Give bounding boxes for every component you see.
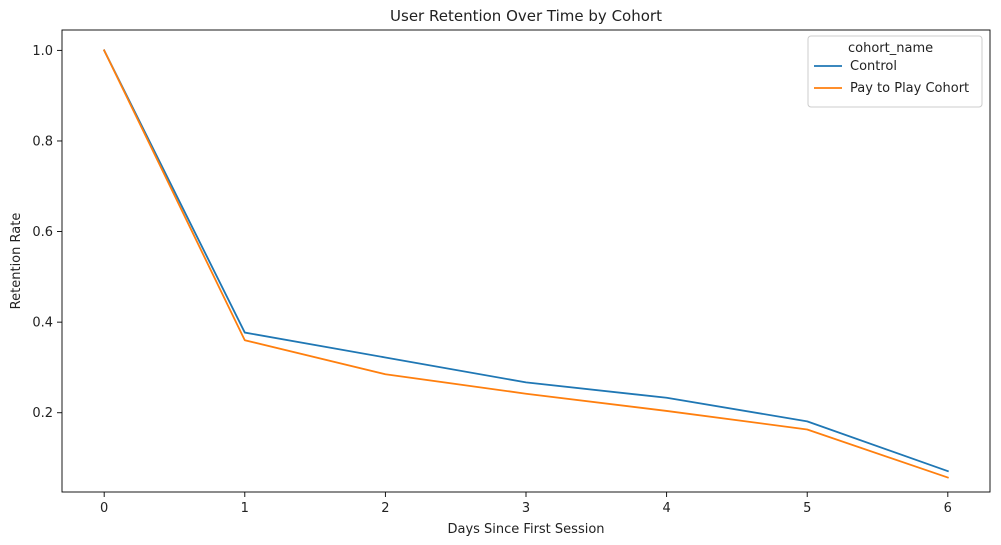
chart-title: User Retention Over Time by Cohort — [390, 7, 662, 25]
y-tick-label: 0.6 — [32, 225, 53, 240]
y-tick-label: 0.8 — [32, 134, 53, 149]
x-tick-label: 1 — [241, 501, 249, 516]
series-line-1 — [102, 49, 949, 473]
x-tick-label: 5 — [803, 501, 811, 516]
x-tick-label: 3 — [522, 501, 530, 516]
series-layer — [102, 49, 949, 479]
x-tick-label: 4 — [662, 501, 670, 516]
x-tick-label: 6 — [944, 501, 952, 516]
legend-title: cohort_name — [848, 41, 933, 56]
x-tick-label: 2 — [381, 501, 389, 516]
y-tick-label: 0.4 — [32, 316, 53, 331]
legend: cohort_name Control Pay to Play Cohort — [807, 35, 983, 108]
y-axis-label: Retention Rate — [9, 213, 24, 310]
y-tick-label: 1.0 — [32, 44, 53, 59]
series-line-2 — [102, 49, 949, 479]
ticks-layer: 0 1 2 3 4 5 6 0.2 0.4 0.6 0.8 1.0 — [32, 44, 952, 516]
y-tick-label: 0.2 — [32, 406, 53, 421]
legend-entry-label: Pay to Play Cohort — [850, 81, 969, 96]
x-tick-label: 0 — [100, 501, 108, 516]
legend-box — [807, 35, 983, 108]
x-axis-label: Days Since First Session — [447, 522, 604, 537]
legend-entry-label: Control — [850, 59, 897, 74]
